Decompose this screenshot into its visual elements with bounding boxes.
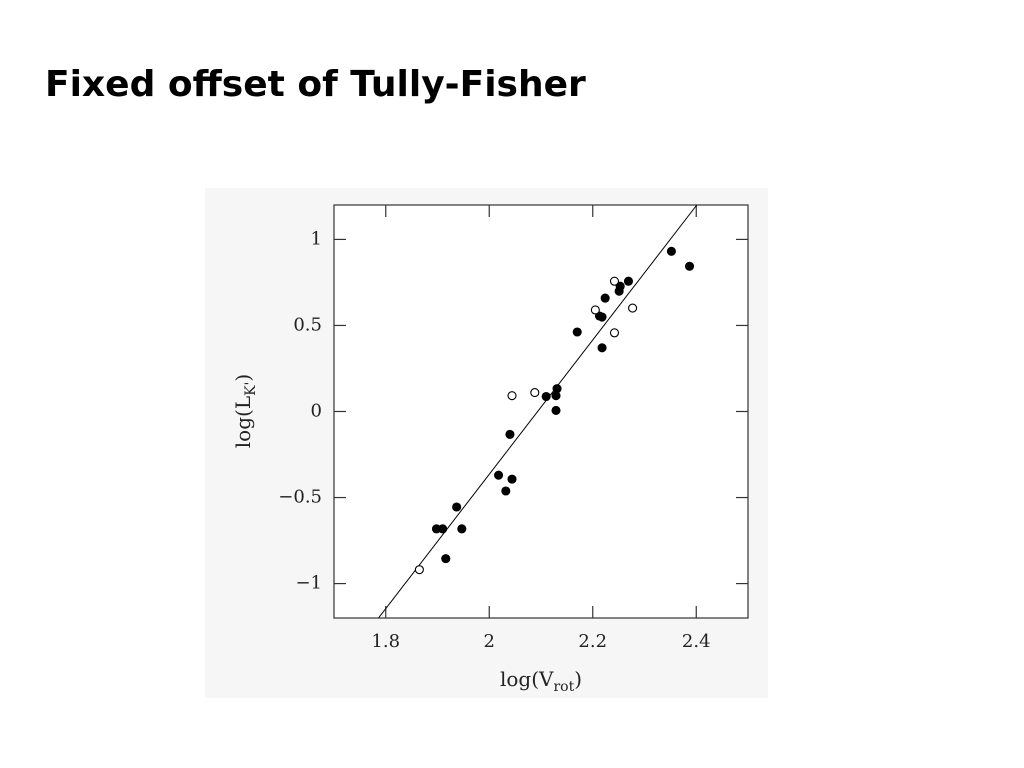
filled-point	[600, 293, 610, 303]
x-tick-label: 2	[484, 631, 495, 652]
y-label-part: log(L	[231, 396, 255, 448]
filled-point	[438, 524, 448, 534]
filled-point	[494, 470, 504, 480]
slide-title: Fixed offset of Tully-Fisher	[45, 64, 586, 105]
filled-point	[441, 554, 451, 564]
x-axis-label: log(Vrot)	[500, 667, 582, 695]
open-point	[530, 388, 540, 398]
filled-point	[684, 261, 695, 271]
filled-point	[452, 502, 462, 512]
y-label-part: )	[231, 374, 255, 382]
x-tick-label: 1.8	[371, 631, 400, 652]
open-point	[507, 391, 517, 401]
y-axis-label: log(LK')	[231, 374, 259, 448]
filled-point	[552, 384, 562, 394]
x-tick-label: 2.4	[682, 631, 711, 652]
filled-point	[505, 429, 515, 439]
filled-point	[572, 327, 582, 337]
open-point	[609, 276, 620, 286]
filled-point	[623, 276, 634, 286]
filled-point	[597, 312, 607, 322]
open-point	[628, 303, 638, 313]
y-tick-label: 1	[311, 228, 322, 249]
plot-frame	[333, 204, 749, 619]
open-point	[609, 328, 620, 338]
open-point	[414, 565, 424, 575]
filled-point	[541, 391, 551, 402]
y-tick-label: −0.5	[278, 487, 322, 508]
y-tick-label: −1	[295, 573, 322, 594]
x-label-part: log(V	[500, 667, 554, 691]
open-point	[590, 305, 600, 315]
y-label-sub: K'	[243, 382, 259, 396]
filled-point	[551, 405, 561, 416]
x-tick-label: 2.2	[578, 631, 607, 652]
x-label-part: )	[574, 667, 582, 691]
y-tick-label: 0	[311, 401, 322, 422]
filled-point	[597, 343, 607, 353]
filled-point	[457, 524, 467, 534]
fit-line	[378, 204, 698, 619]
filled-point	[666, 246, 676, 256]
x-label-sub: rot	[553, 679, 574, 695]
filled-point	[501, 486, 511, 496]
filled-point	[507, 474, 517, 484]
filled-point	[615, 281, 625, 291]
y-tick-label: 0.5	[293, 314, 322, 335]
